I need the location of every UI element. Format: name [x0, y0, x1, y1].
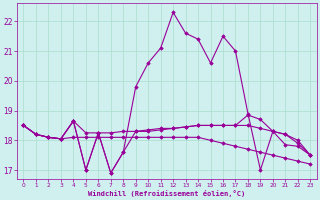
X-axis label: Windchill (Refroidissement éolien,°C): Windchill (Refroidissement éolien,°C)	[88, 190, 245, 197]
